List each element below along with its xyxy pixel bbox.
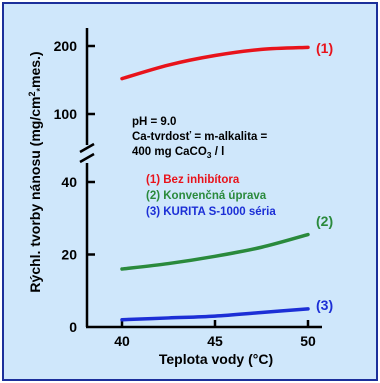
note-ph: pH = 9.0 [132,116,176,128]
legend-item-3: (3) KURITA S-1000 séria [146,206,276,218]
x-tick-label: 50 [300,333,316,349]
y-tick-label: 100 [54,106,78,122]
x-tick-label: 40 [114,333,130,349]
axis-break-mark-top [79,142,95,154]
series-line-1 [120,45,310,81]
x-tick-label: 45 [207,333,223,349]
legend-item-2: (2) Konvenčná úprava [146,190,267,202]
legend-item-1: (1) Bez inhibítora [146,174,240,186]
series-1-label: (1) [316,40,333,56]
series-line-3 [120,307,310,322]
series-2-label: (2) [316,213,333,229]
y-axis-label: Rýchl. tvorby nánosu (mg/cm2*mes.) [27,51,45,292]
axis-break-mark-bottom [79,152,95,164]
y-tick-label: 0 [69,319,77,335]
y-tick-label: 200 [54,38,78,54]
note-concentration: 400 mg CaCO3 / l [132,146,224,160]
y-tick-label: 40 [61,174,77,190]
y-tick-label: 20 [61,247,77,263]
series-3-label: (3) [316,297,333,313]
x-axis-label: Teplota vody (°C) [159,351,273,367]
note-hardness: Ca-tvrdosť = m-alkalita = [132,131,268,143]
series-line-2 [120,232,310,271]
